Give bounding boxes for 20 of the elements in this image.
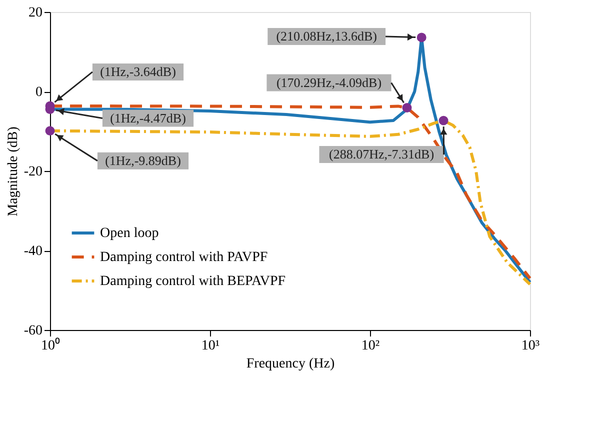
x-axis-title: Frequency (Hz) <box>246 356 335 372</box>
annotation: (170.29Hz,-4.09dB) <box>276 74 382 90</box>
y-tick-label: -40 <box>24 244 42 259</box>
x-tick-label: 10⁰ <box>41 338 60 354</box>
y-axis-title: Magnitude (dB) <box>6 126 21 216</box>
annotation: (210.08Hz,13.6dB) <box>276 28 377 44</box>
annotation: (1Hz,-9.89dB) <box>105 152 181 168</box>
y-tick-label: 0 <box>36 85 42 100</box>
x-tick-label: 10¹ <box>201 338 220 354</box>
x-tick-label: 10² <box>361 338 380 354</box>
legend-label: Damping control with BEPAVPF <box>100 274 286 289</box>
legend-label: Open loop <box>100 226 159 241</box>
y-tick-label: -20 <box>24 164 42 180</box>
annotation: (1Hz,-4.47dB) <box>110 110 186 126</box>
legend-label: Damping control with PAVPF <box>100 250 268 265</box>
annotation: (288.07Hz,-7.31dB) <box>328 146 434 162</box>
y-tick-label: 20 <box>28 6 42 20</box>
annotation: (1Hz,-3.64dB) <box>100 64 176 79</box>
y-tick-label: -60 <box>24 324 42 338</box>
x-tick-label: 10³ <box>521 338 540 354</box>
